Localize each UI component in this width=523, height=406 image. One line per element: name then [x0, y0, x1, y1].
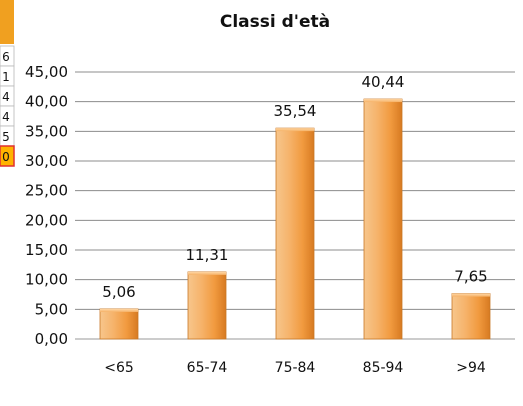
chart-title: Classi d'età [220, 12, 330, 32]
clipped-cell-text: 6 [2, 50, 10, 64]
y-tick-label: 25,00 [25, 182, 68, 200]
bar [187, 271, 227, 340]
y-tick-label: 45,00 [25, 63, 68, 81]
x-category-label: 85-94 [363, 360, 404, 376]
x-axis-categories: <65 65-74 75-84 85-94 >94 [104, 360, 486, 376]
clipped-cell [0, 145, 15, 167]
clipped-cell-text: 5 [2, 130, 10, 144]
bar [275, 127, 315, 340]
x-category-label: 65-74 [187, 360, 228, 376]
y-tick-label: 20,00 [25, 211, 68, 229]
bar-top-highlight [100, 308, 138, 312]
bar-top-highlight [188, 271, 226, 275]
bar-top-highlight [364, 99, 402, 103]
y-tick-label: 0,00 [35, 330, 68, 348]
x-category-label: 75-84 [275, 360, 316, 376]
data-labels: 5,06 11,31 35,54 40,44 7,65 [102, 73, 487, 301]
x-category-label: <65 [104, 360, 134, 376]
y-tick-label: 40,00 [25, 93, 68, 111]
data-label: 11,31 [186, 246, 229, 264]
clipped-cell-text: 0 [2, 150, 10, 164]
bar-top-highlight [276, 128, 314, 132]
clipped-cell-text: 4 [2, 110, 10, 124]
y-tick-label: 35,00 [25, 122, 68, 140]
left-clipped-table: 6 1 4 4 5 0 [0, 0, 15, 167]
bar-top-highlight [452, 293, 490, 297]
bars [99, 98, 491, 340]
data-label: 5,06 [102, 283, 135, 301]
y-tick-label: 10,00 [25, 271, 68, 289]
data-label: 35,54 [274, 102, 317, 120]
x-category-label: >94 [456, 360, 486, 376]
data-label: 40,44 [362, 73, 405, 91]
clipped-cell-text: 1 [2, 70, 10, 84]
bar [451, 293, 491, 340]
data-label: 7,65 [454, 268, 487, 286]
clipped-header-cell [0, 0, 14, 44]
y-tick-label: 5,00 [35, 300, 68, 318]
bar [363, 98, 403, 340]
y-axis-ticks: 0,00 5,00 10,00 15,00 20,00 25,00 30,00 35,00 40… [25, 63, 68, 348]
bar [99, 308, 139, 340]
clipped-cell-text: 4 [2, 90, 10, 104]
y-tick-label: 15,00 [25, 241, 68, 259]
y-tick-label: 30,00 [25, 152, 68, 170]
